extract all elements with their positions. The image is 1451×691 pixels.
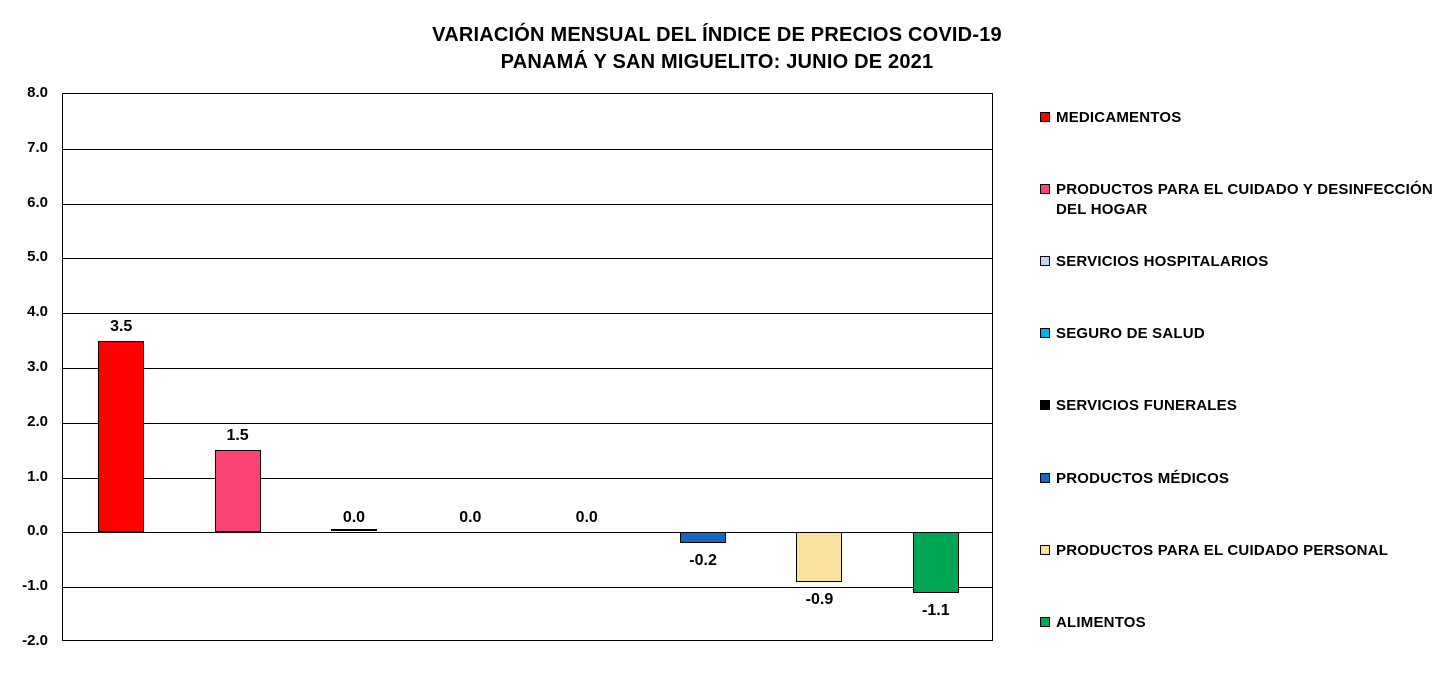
y-tick-label: 7.0 bbox=[27, 138, 48, 156]
plot-area: 3.5 1.5 0.0 0.0 0.0 -0.2 -0.9 -1.1 bbox=[62, 93, 993, 641]
legend-label: PRODUCTOS PARA EL CUIDADO Y DESINFECCIÓN… bbox=[1056, 181, 1433, 218]
legend-item-productos-para-el-cuidado-y-desinfeccion-del-hogar: PRODUCTOS PARA EL CUIDADO Y DESINFECCIÓN… bbox=[1040, 180, 1435, 220]
legend-swatch bbox=[1040, 256, 1050, 266]
gridline bbox=[63, 148, 992, 150]
chart-title: VARIACIÓN MENSUAL DEL ÍNDICE DE PRECIOS … bbox=[432, 24, 1002, 46]
legend-item-servicios-hospitalarios: SERVICIOS HOSPITALARIOS bbox=[1040, 252, 1435, 272]
legend-item-alimentos: ALIMENTOS bbox=[1040, 613, 1435, 633]
bar-value-label: 0.0 bbox=[342, 509, 366, 527]
y-tick-label: 3.0 bbox=[27, 358, 48, 375]
legend-label: SERVICIOS HOSPITALARIOS bbox=[1056, 253, 1269, 270]
bar-value-label: 0.0 bbox=[459, 509, 482, 527]
legend-item-seguro-de-salud: SEGURO DE SALUD bbox=[1040, 324, 1435, 344]
gridline bbox=[63, 477, 992, 479]
gridline bbox=[63, 422, 992, 424]
bar-value-label: -0.9 bbox=[805, 590, 834, 608]
y-tick-label: 1.0 bbox=[27, 467, 48, 485]
legend-item-medicamentos: MEDICAMENTOS bbox=[1040, 108, 1435, 128]
y-tick-label: 6.0 bbox=[27, 193, 48, 211]
legend-label: PRODUCTOS MÉDICOS bbox=[1056, 470, 1230, 487]
bar-value-label: -0.2 bbox=[689, 552, 717, 570]
gridline bbox=[63, 587, 992, 589]
legend-swatch bbox=[1040, 545, 1050, 555]
gridline bbox=[63, 203, 992, 205]
legend: MEDICAMENTOS PRODUCTOS PARA EL CUIDADO Y … bbox=[1040, 93, 1440, 653]
bar-productos-para-el-cuidado-personal bbox=[796, 532, 843, 582]
y-axis: 8.0 7.0 6.0 5.0 4.0 3.0 2.0 1.0 0.0 -1.0 -2.0 bbox=[0, 84, 62, 649]
bar-productos-para-el-cuidado-y-desinfeccion-del-hogar bbox=[214, 450, 261, 533]
legend-swatch bbox=[1040, 112, 1050, 122]
y-tick-label: 5.0 bbox=[27, 248, 48, 266]
bar-servicios-hospitalarios bbox=[330, 529, 377, 532]
bar-productos-medicos bbox=[680, 532, 727, 544]
legend-swatch bbox=[1040, 617, 1050, 627]
y-tick-label: 8.0 bbox=[27, 84, 48, 101]
chart-title-block: VARIACIÓN MENSUAL DEL ÍNDICE DE PRECIOS … bbox=[0, 22, 1434, 76]
gridline bbox=[63, 313, 992, 315]
legend-label: ALIMENTOS bbox=[1056, 614, 1146, 631]
bar-value-label: 3.5 bbox=[110, 317, 133, 335]
legend-label: SERVICIOS FUNERALES bbox=[1056, 397, 1238, 414]
gridline bbox=[63, 368, 992, 369]
legend-swatch bbox=[1040, 184, 1050, 194]
legend-label: SEGURO DE SALUD bbox=[1056, 325, 1205, 342]
legend-swatch bbox=[1040, 400, 1050, 410]
y-tick-label: 4.0 bbox=[27, 303, 48, 321]
y-tick-label: -1.0 bbox=[22, 577, 48, 595]
bar-value-label: 0.0 bbox=[575, 509, 598, 527]
legend-item-productos-medicos: PRODUCTOS MÉDICOS bbox=[1040, 469, 1435, 489]
legend-swatch bbox=[1040, 328, 1050, 338]
bar-value-label: 1.5 bbox=[226, 427, 249, 445]
gridline bbox=[63, 532, 992, 534]
bar-alimentos bbox=[912, 532, 959, 593]
legend-item-servicios-funerales: SERVICIOS FUNERALES bbox=[1040, 396, 1435, 416]
y-tick-label: -2.0 bbox=[22, 632, 48, 649]
y-tick-label: 0.0 bbox=[27, 522, 48, 540]
legend-label: PRODUCTOS PARA EL CUIDADO PERSONAL bbox=[1056, 542, 1389, 559]
legend-item-productos-para-el-cuidado-personal: PRODUCTOS PARA EL CUIDADO PERSONAL bbox=[1040, 541, 1435, 561]
gridline bbox=[63, 258, 992, 260]
chart-subtitle: PANAMÁ Y SAN MIGUELITO: JUNIO DE 2021 bbox=[500, 51, 934, 73]
bar-value-label: -1.1 bbox=[922, 601, 950, 619]
bar-medicamentos bbox=[98, 340, 145, 533]
legend-swatch bbox=[1040, 473, 1050, 483]
y-tick-label: 2.0 bbox=[27, 412, 48, 430]
legend-label: MEDICAMENTOS bbox=[1056, 109, 1182, 126]
